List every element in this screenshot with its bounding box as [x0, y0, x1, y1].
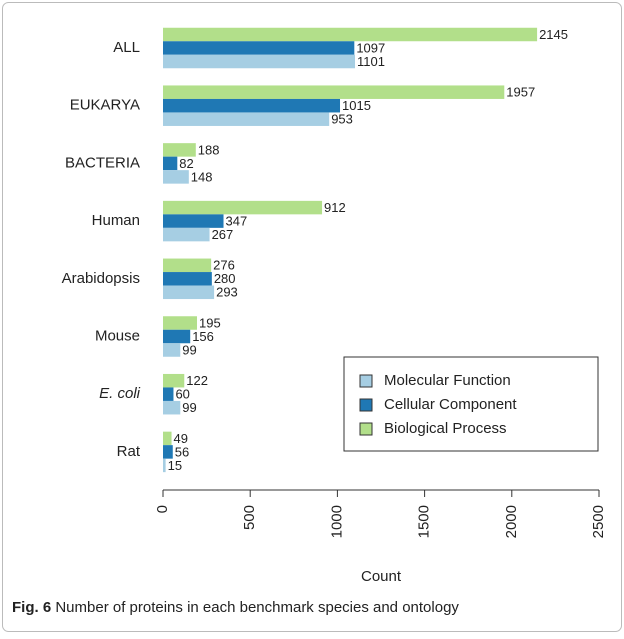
value-label: 1015 [342, 98, 371, 113]
value-label: 912 [324, 200, 346, 215]
legend-swatch [359, 398, 373, 412]
bar [163, 400, 181, 415]
bar [163, 316, 198, 330]
bar [163, 272, 212, 286]
value-label: 99 [182, 342, 196, 357]
legend-label: Cellular Component [384, 396, 517, 413]
value-label: 122 [186, 373, 208, 388]
bar [163, 445, 173, 459]
y-tick-label: BACTERIA [65, 154, 140, 171]
value-label: 293 [216, 285, 238, 300]
caption-label: Fig. 6 [12, 599, 51, 616]
y-tick-label: Arabidopsis [62, 270, 140, 287]
bar [163, 200, 323, 215]
value-label: 195 [199, 315, 221, 330]
value-label: 1101 [357, 54, 385, 69]
x-tick-label: 0 [154, 505, 171, 513]
bar [163, 285, 215, 300]
bar [163, 387, 174, 401]
bar [163, 143, 196, 157]
value-label: 1957 [506, 85, 535, 100]
value-label: 15 [168, 458, 182, 473]
bar [163, 343, 181, 357]
value-label: 156 [192, 329, 214, 344]
bar [163, 98, 341, 113]
y-tick-label: Human [92, 212, 140, 229]
bar [163, 227, 210, 242]
caption: Fig. 6 Number of proteins in each benchm… [12, 599, 459, 616]
legend-label: Biological Process [384, 420, 507, 437]
x-tick-label: 2500 [590, 505, 607, 538]
value-label: 49 [174, 431, 188, 446]
legend-swatch [359, 374, 373, 388]
y-tick-label: E. coli [99, 385, 141, 402]
value-label: 953 [331, 112, 353, 127]
value-label: 82 [179, 156, 193, 171]
bar [163, 170, 189, 184]
value-label: 267 [212, 227, 234, 242]
bar [163, 258, 212, 273]
bar [163, 54, 356, 69]
legend-label: Molecular Function [384, 372, 511, 389]
x-axis-label: Count [361, 568, 402, 585]
bar [163, 85, 505, 99]
legend-box [343, 356, 599, 452]
value-label: 99 [182, 400, 196, 415]
bar [163, 431, 172, 446]
x-tick-label: 1500 [416, 505, 433, 538]
value-label: 2145 [539, 27, 568, 42]
bar [163, 41, 355, 55]
frame [2, 2, 622, 632]
caption-text: Number of proteins in each benchmark spe… [55, 599, 459, 616]
value-label: 56 [175, 444, 189, 459]
bar [163, 112, 330, 126]
value-label: 276 [213, 258, 235, 273]
bar [163, 27, 538, 42]
bar [163, 329, 191, 344]
y-tick-label: EUKARYA [70, 97, 140, 114]
bar [163, 373, 185, 388]
bar [163, 156, 178, 171]
legend-swatch [359, 422, 373, 436]
value-label: 148 [191, 169, 213, 184]
y-tick-label: ALL [113, 39, 140, 56]
x-tick-label: 500 [241, 505, 258, 530]
value-label: 1097 [356, 40, 385, 55]
x-tick-label: 1000 [328, 505, 345, 538]
y-tick-label: Mouse [95, 327, 140, 344]
value-label: 60 [175, 387, 189, 402]
value-label: 280 [214, 271, 236, 286]
value-label: 188 [198, 142, 220, 157]
bar [163, 458, 166, 473]
legend: Molecular Function Cellular Component Biol… [343, 356, 599, 452]
bar [163, 214, 224, 228]
y-tick-label: Rat [117, 443, 141, 460]
x-tick-label: 2000 [503, 505, 520, 538]
value-label: 347 [226, 214, 248, 229]
